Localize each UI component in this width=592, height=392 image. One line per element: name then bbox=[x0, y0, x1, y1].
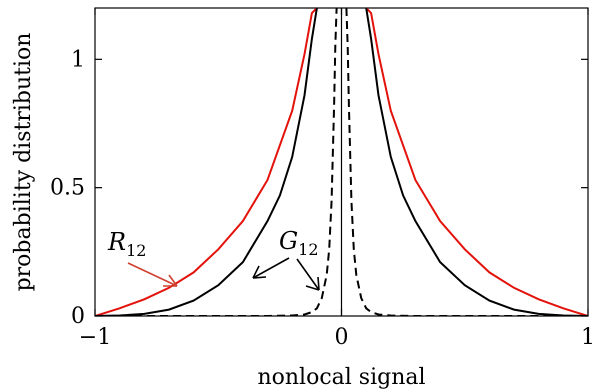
series-r12-right bbox=[365, 8, 588, 316]
annotation-arrow-g12-solid bbox=[252, 257, 290, 279]
annotations: R12 G12 bbox=[107, 227, 320, 291]
series-g12-dashed bbox=[95, 8, 338, 316]
y-tick-label: 1 bbox=[71, 47, 85, 72]
y-axis-label: probability distribution bbox=[11, 33, 36, 292]
series-g12 bbox=[95, 8, 318, 316]
annotation-r12: R12 bbox=[107, 228, 146, 260]
annotation-g12: G12 bbox=[279, 227, 319, 259]
annotation-arrowhead-g12-solid bbox=[252, 265, 267, 279]
annotation-arrow-r12 bbox=[127, 262, 178, 287]
annotation-arrowhead-r12 bbox=[163, 274, 178, 287]
y-tick-label: 0.5 bbox=[50, 176, 85, 201]
series-g12-right bbox=[365, 8, 588, 316]
x-tick-label: 0 bbox=[335, 325, 349, 350]
x-tick-label: 1 bbox=[581, 325, 592, 350]
annotation-arrowhead-g12-dashed bbox=[305, 276, 320, 291]
series-r12 bbox=[95, 8, 318, 316]
y-tick-label: 0 bbox=[71, 304, 85, 329]
x-axis-label: nonlocal signal bbox=[257, 365, 425, 390]
x-tick-label: −1 bbox=[79, 325, 111, 350]
series-group bbox=[95, 8, 588, 316]
annotation-arrow-g12-dashed bbox=[296, 258, 320, 291]
series-g12-dashed-right bbox=[345, 8, 588, 316]
